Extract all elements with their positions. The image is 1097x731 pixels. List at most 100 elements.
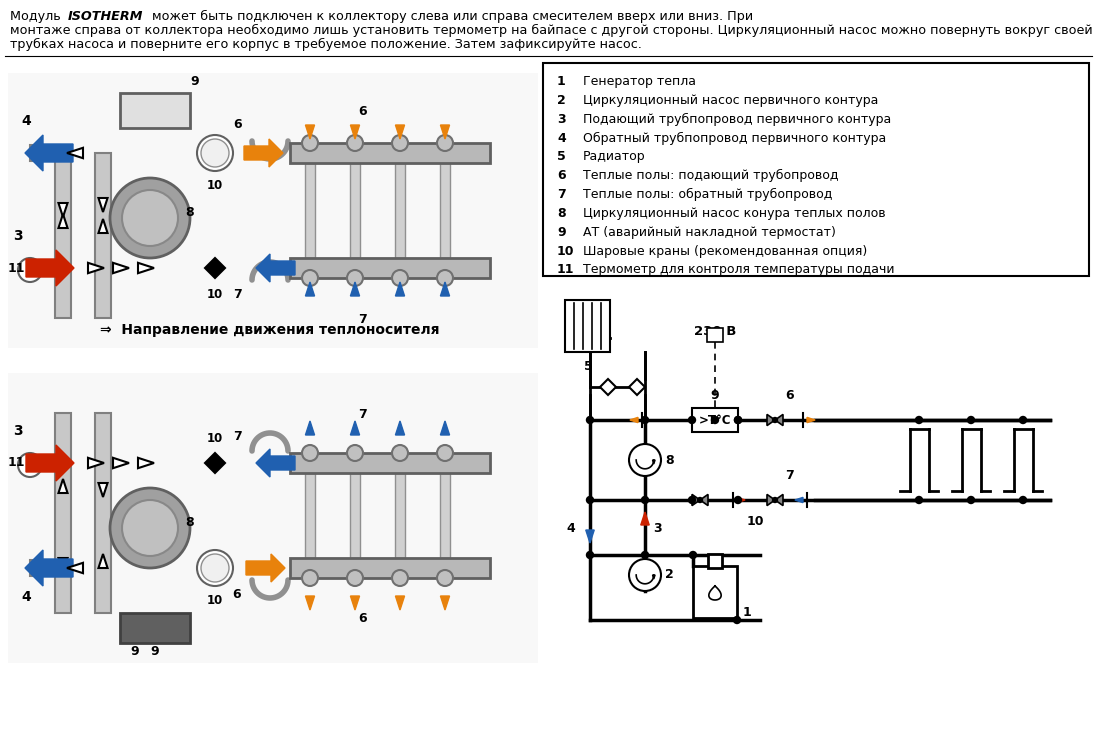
Circle shape bbox=[735, 417, 742, 423]
Text: 6: 6 bbox=[358, 105, 366, 118]
Polygon shape bbox=[586, 530, 595, 543]
Circle shape bbox=[689, 417, 695, 423]
Circle shape bbox=[735, 417, 742, 423]
Polygon shape bbox=[58, 558, 68, 572]
Bar bbox=[30, 455, 60, 471]
Circle shape bbox=[302, 270, 318, 286]
Circle shape bbox=[392, 135, 408, 151]
Circle shape bbox=[689, 496, 695, 504]
Text: 5: 5 bbox=[584, 360, 592, 373]
Circle shape bbox=[437, 445, 453, 461]
Text: 11: 11 bbox=[8, 456, 25, 469]
Polygon shape bbox=[99, 483, 108, 497]
Polygon shape bbox=[58, 203, 68, 217]
Polygon shape bbox=[113, 458, 129, 468]
Polygon shape bbox=[246, 554, 285, 582]
Text: 8: 8 bbox=[185, 517, 194, 529]
Polygon shape bbox=[350, 421, 360, 435]
Polygon shape bbox=[305, 421, 315, 435]
Bar bbox=[55, 153, 71, 318]
Text: 6: 6 bbox=[233, 588, 241, 601]
Polygon shape bbox=[629, 379, 645, 395]
Polygon shape bbox=[737, 497, 745, 503]
Bar bbox=[440, 163, 450, 258]
Text: 8: 8 bbox=[665, 453, 674, 466]
Circle shape bbox=[916, 496, 923, 504]
Polygon shape bbox=[795, 497, 803, 503]
Polygon shape bbox=[26, 250, 73, 286]
Circle shape bbox=[698, 498, 702, 502]
Circle shape bbox=[916, 417, 923, 423]
Polygon shape bbox=[653, 460, 655, 464]
Bar bbox=[290, 558, 490, 578]
Circle shape bbox=[968, 496, 974, 504]
Text: 10: 10 bbox=[746, 515, 764, 528]
Circle shape bbox=[392, 445, 408, 461]
Text: 10: 10 bbox=[207, 179, 223, 192]
Bar bbox=[290, 143, 490, 163]
Text: трубках насоса и поверните его корпус в требуемое положение. Затем зафиксируйте : трубках насоса и поверните его корпус в … bbox=[10, 38, 642, 51]
Bar bbox=[350, 473, 360, 558]
Text: может быть подключен к коллектору слева или справа смесителем вверх или вниз. Пр: может быть подключен к коллектору слева … bbox=[148, 10, 754, 23]
Polygon shape bbox=[395, 421, 405, 435]
Bar bbox=[350, 163, 360, 258]
Circle shape bbox=[110, 178, 190, 258]
Circle shape bbox=[347, 445, 363, 461]
Polygon shape bbox=[99, 554, 108, 568]
Text: 2: 2 bbox=[557, 94, 566, 107]
Text: 1: 1 bbox=[557, 75, 566, 88]
Text: 9: 9 bbox=[131, 645, 138, 658]
Circle shape bbox=[587, 417, 593, 423]
Polygon shape bbox=[305, 596, 315, 610]
Circle shape bbox=[201, 139, 229, 167]
Polygon shape bbox=[767, 414, 774, 425]
Text: Радиатор: Радиатор bbox=[583, 151, 646, 164]
Text: 7: 7 bbox=[358, 313, 366, 326]
Text: 9: 9 bbox=[190, 75, 199, 88]
Text: 6: 6 bbox=[557, 170, 566, 182]
Text: 5: 5 bbox=[557, 151, 566, 164]
Polygon shape bbox=[630, 417, 638, 423]
Bar bbox=[305, 163, 315, 258]
Polygon shape bbox=[113, 263, 129, 273]
Polygon shape bbox=[441, 282, 450, 296]
Text: 10: 10 bbox=[207, 432, 223, 445]
Text: 8: 8 bbox=[557, 207, 566, 220]
Polygon shape bbox=[138, 458, 154, 468]
Text: 1: 1 bbox=[743, 605, 751, 618]
Text: ⇒  Направление движения теплоносителя: ⇒ Направление движения теплоносителя bbox=[100, 323, 440, 337]
Text: 7: 7 bbox=[358, 408, 366, 421]
Bar bbox=[395, 163, 405, 258]
Polygon shape bbox=[395, 282, 405, 296]
Text: Шаровые краны (рекомендованная опция): Шаровые краны (рекомендованная опция) bbox=[583, 245, 868, 257]
Polygon shape bbox=[807, 417, 815, 423]
Text: 10: 10 bbox=[557, 245, 575, 257]
Bar bbox=[290, 258, 490, 278]
Bar bbox=[305, 473, 315, 558]
Polygon shape bbox=[26, 445, 73, 481]
Text: 7: 7 bbox=[234, 288, 242, 301]
Text: 7: 7 bbox=[557, 188, 566, 201]
Polygon shape bbox=[305, 282, 315, 296]
Polygon shape bbox=[25, 135, 73, 171]
Circle shape bbox=[197, 135, 233, 171]
Circle shape bbox=[734, 616, 740, 624]
Text: 7: 7 bbox=[785, 469, 794, 482]
Text: >T°C: >T°C bbox=[699, 414, 732, 426]
Text: 4: 4 bbox=[566, 521, 575, 534]
Text: Циркуляционный насос первичного контура: Циркуляционный насос первичного контура bbox=[583, 94, 879, 107]
Text: Подающий трубпопровод первичного контура: Подающий трубпопровод первичного контура bbox=[583, 113, 891, 126]
Text: Циркуляционный насос конура теплых полов: Циркуляционный насос конура теплых полов bbox=[583, 207, 885, 220]
Polygon shape bbox=[700, 494, 708, 506]
Polygon shape bbox=[25, 550, 73, 586]
Circle shape bbox=[201, 554, 229, 582]
Text: 3: 3 bbox=[653, 521, 661, 534]
Circle shape bbox=[197, 550, 233, 586]
Polygon shape bbox=[256, 254, 295, 282]
Circle shape bbox=[437, 270, 453, 286]
Text: 9: 9 bbox=[557, 226, 566, 239]
Text: 10: 10 bbox=[207, 288, 223, 301]
Text: 4: 4 bbox=[557, 132, 566, 145]
Text: 6: 6 bbox=[358, 612, 366, 625]
Text: 4: 4 bbox=[21, 590, 31, 604]
